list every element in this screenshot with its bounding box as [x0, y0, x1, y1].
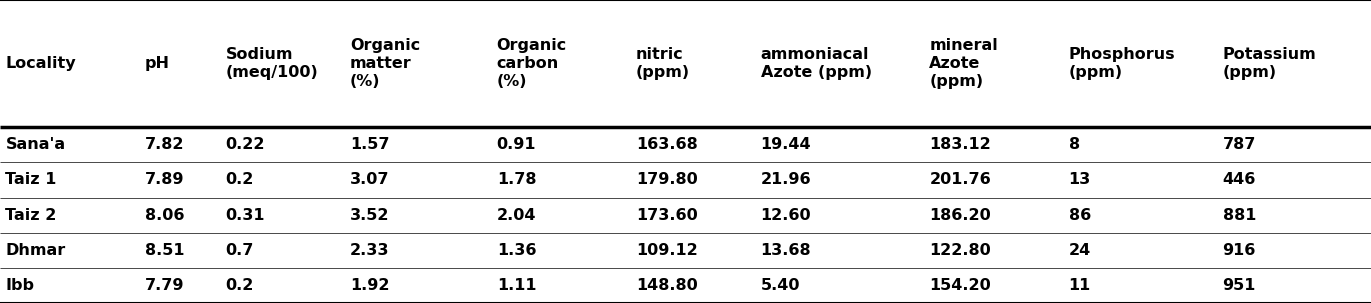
- Text: 1.11: 1.11: [496, 278, 536, 293]
- Text: 1.57: 1.57: [350, 137, 389, 152]
- Text: 24: 24: [1068, 243, 1091, 258]
- Text: 21.96: 21.96: [761, 172, 812, 188]
- Text: Sana'a: Sana'a: [5, 137, 66, 152]
- Text: 183.12: 183.12: [930, 137, 991, 152]
- Text: 0.91: 0.91: [496, 137, 536, 152]
- Text: 0.7: 0.7: [225, 243, 254, 258]
- Text: 8: 8: [1068, 137, 1080, 152]
- Text: 881: 881: [1223, 208, 1256, 223]
- Text: 3.07: 3.07: [350, 172, 389, 188]
- Text: 8.06: 8.06: [145, 208, 184, 223]
- Text: 1.92: 1.92: [350, 278, 389, 293]
- Text: 787: 787: [1223, 137, 1256, 152]
- Text: 446: 446: [1223, 172, 1256, 188]
- Text: Organic
matter
(%): Organic matter (%): [350, 38, 421, 89]
- Text: 2.33: 2.33: [350, 243, 389, 258]
- Text: mineral
Azote
(ppm): mineral Azote (ppm): [930, 38, 998, 89]
- Text: 0.22: 0.22: [225, 137, 265, 152]
- Text: 0.2: 0.2: [225, 172, 254, 188]
- Text: 1.36: 1.36: [496, 243, 536, 258]
- Text: Phosphorus
(ppm): Phosphorus (ppm): [1068, 47, 1175, 80]
- Text: nitric
(ppm): nitric (ppm): [636, 47, 690, 80]
- Text: 1.78: 1.78: [496, 172, 536, 188]
- Text: Taiz 2: Taiz 2: [5, 208, 56, 223]
- Text: 951: 951: [1223, 278, 1256, 293]
- Text: Potassium
(ppm): Potassium (ppm): [1223, 47, 1316, 80]
- Text: 5.40: 5.40: [761, 278, 801, 293]
- Text: pH: pH: [145, 56, 170, 71]
- Text: 11: 11: [1068, 278, 1091, 293]
- Text: Organic
carbon
(%): Organic carbon (%): [496, 38, 568, 89]
- Text: 7.89: 7.89: [145, 172, 184, 188]
- Text: Taiz 1: Taiz 1: [5, 172, 56, 188]
- Text: 122.80: 122.80: [930, 243, 991, 258]
- Text: 2.04: 2.04: [496, 208, 536, 223]
- Text: 173.60: 173.60: [636, 208, 698, 223]
- Text: 19.44: 19.44: [761, 137, 812, 152]
- Text: 7.82: 7.82: [145, 137, 184, 152]
- Text: 13: 13: [1068, 172, 1091, 188]
- Text: 201.76: 201.76: [930, 172, 991, 188]
- Text: Locality: Locality: [5, 56, 77, 71]
- Text: 154.20: 154.20: [930, 278, 991, 293]
- Text: Ibb: Ibb: [5, 278, 34, 293]
- Text: 0.31: 0.31: [225, 208, 265, 223]
- Text: 163.68: 163.68: [636, 137, 698, 152]
- Text: 109.12: 109.12: [636, 243, 698, 258]
- Text: Dhmar: Dhmar: [5, 243, 66, 258]
- Text: 916: 916: [1223, 243, 1256, 258]
- Text: 148.80: 148.80: [636, 278, 698, 293]
- Text: Sodium
(meq/100): Sodium (meq/100): [225, 47, 318, 80]
- Text: 3.52: 3.52: [350, 208, 389, 223]
- Text: 7.79: 7.79: [145, 278, 184, 293]
- Text: 8.51: 8.51: [145, 243, 184, 258]
- Text: 179.80: 179.80: [636, 172, 698, 188]
- Text: 12.60: 12.60: [761, 208, 812, 223]
- Text: 186.20: 186.20: [930, 208, 991, 223]
- Text: ammoniacal
Azote (ppm): ammoniacal Azote (ppm): [761, 47, 872, 80]
- Text: 0.2: 0.2: [225, 278, 254, 293]
- Text: 86: 86: [1068, 208, 1091, 223]
- Text: 13.68: 13.68: [761, 243, 812, 258]
